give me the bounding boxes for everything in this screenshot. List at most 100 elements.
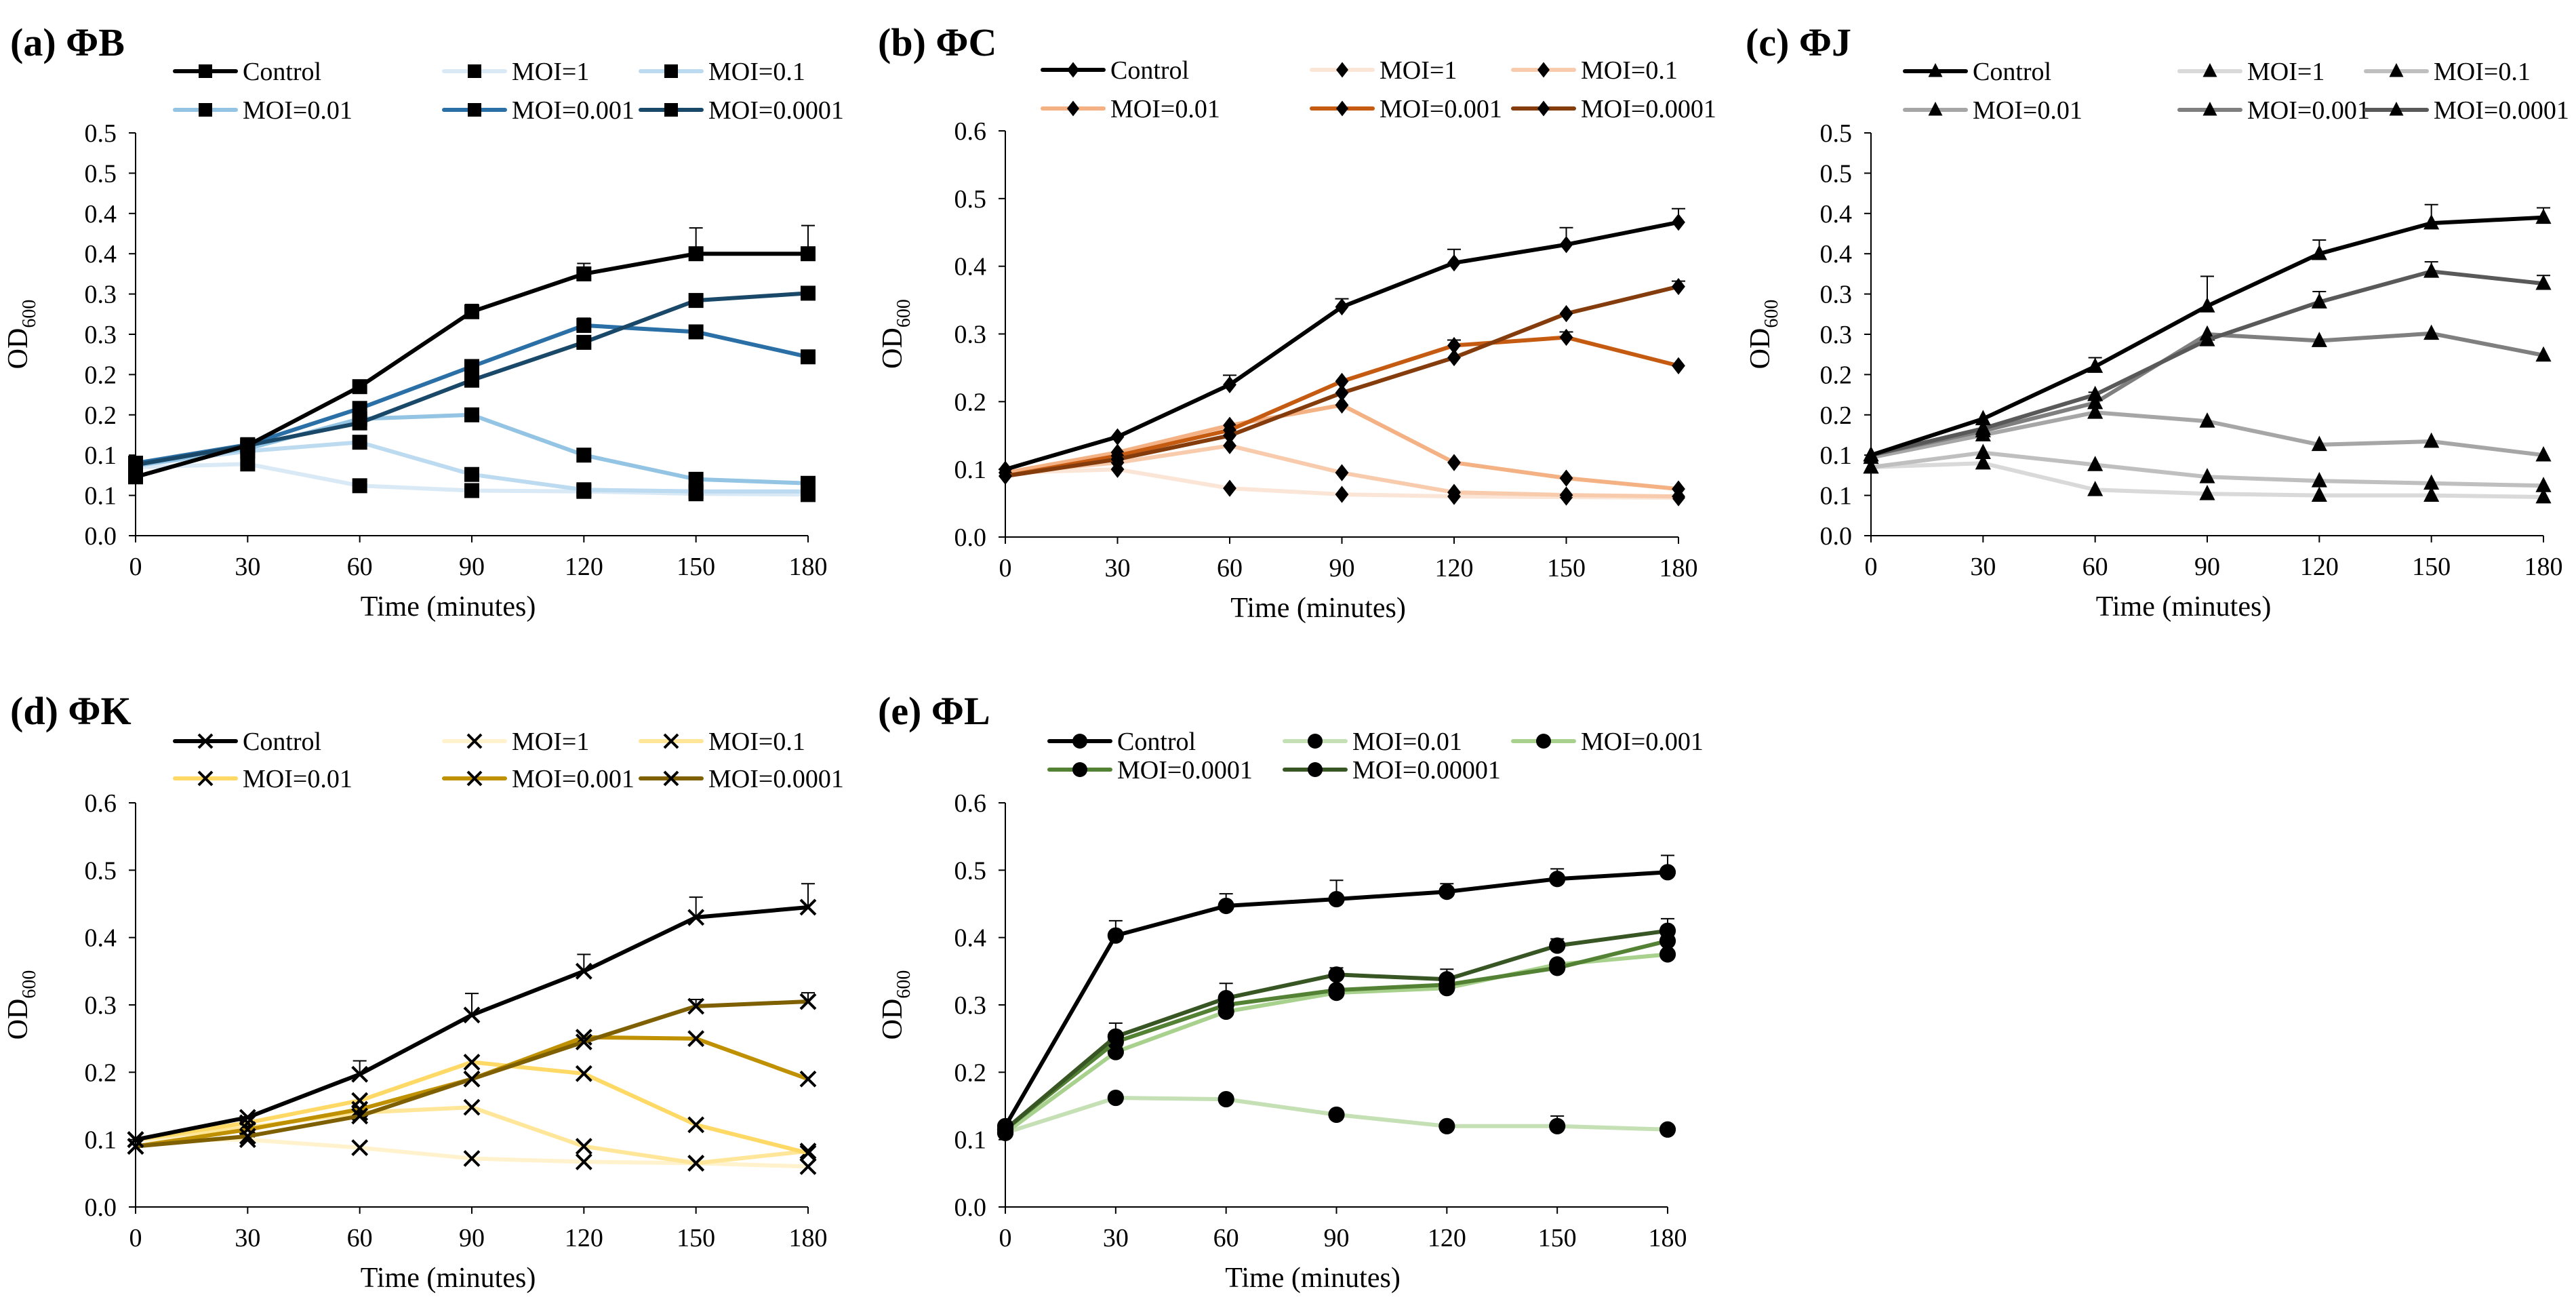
data-point xyxy=(1672,214,1685,231)
y-axis-label-main: OD xyxy=(3,328,34,370)
x-tick-label: 150 xyxy=(2412,553,2451,581)
data-point xyxy=(1559,486,1573,504)
legend-label: MOI=0.0001 xyxy=(2434,96,2569,125)
legend-marker-icon xyxy=(1067,62,1079,78)
x-tick-label: 90 xyxy=(1324,1224,1350,1252)
y-tick-label: 0.3 xyxy=(954,321,987,349)
legend-label: MOI=1 xyxy=(512,58,589,86)
data-point xyxy=(576,482,592,498)
data-point xyxy=(352,379,367,395)
data-point xyxy=(687,1116,705,1134)
legend-label: MOI=0.1 xyxy=(708,728,805,756)
legend-label: Control xyxy=(243,728,321,756)
data-point xyxy=(351,1139,369,1157)
data-point xyxy=(687,997,705,1015)
data-point xyxy=(687,1030,705,1048)
legend-label: Control xyxy=(1117,728,1196,756)
data-point xyxy=(799,1070,817,1088)
x-tick-label: 180 xyxy=(789,1224,828,1252)
data-point xyxy=(1549,937,1566,954)
data-point xyxy=(2535,274,2552,290)
data-point xyxy=(464,372,479,388)
x-tick-label: 60 xyxy=(347,553,373,581)
data-point xyxy=(1559,328,1573,346)
legend-label: MOI=0.001 xyxy=(1380,95,1502,123)
x-tick-label: 120 xyxy=(1428,1224,1466,1252)
y-tick-label: 0.1 xyxy=(85,441,117,470)
y-tick-label: 0.3 xyxy=(85,281,117,309)
panel-title: (d) ΦK xyxy=(10,689,132,733)
legend-label: MOI=0.01 xyxy=(243,765,353,793)
y-tick-label: 0.0 xyxy=(954,523,987,552)
data-point xyxy=(575,1065,592,1082)
legend-label: MOI=0.01 xyxy=(1352,728,1462,756)
series-line-moi-0-001 xyxy=(134,323,810,466)
legend-marker-icon xyxy=(466,733,483,749)
data-point xyxy=(576,334,592,350)
data-point xyxy=(1559,236,1573,254)
legend-marker-icon xyxy=(197,770,214,787)
data-point xyxy=(801,246,816,262)
x-tick-label: 120 xyxy=(2300,553,2339,581)
data-point xyxy=(1107,927,1124,944)
legend-label: Control xyxy=(243,58,321,86)
data-point xyxy=(687,909,705,926)
data-point xyxy=(1335,298,1349,316)
data-point xyxy=(1975,454,1991,470)
y-tick-label: 0.5 xyxy=(1820,119,1853,148)
legend-marker-icon xyxy=(468,103,481,117)
y-tick-label: 0.2 xyxy=(954,1058,987,1087)
x-tick-label: 0 xyxy=(129,553,142,581)
legend-label: Control xyxy=(1110,56,1189,85)
data-point xyxy=(2087,456,2104,471)
data-point xyxy=(801,349,816,365)
data-point xyxy=(2199,412,2215,428)
data-point xyxy=(1559,304,1573,323)
legend-marker-icon xyxy=(664,103,678,117)
data-point xyxy=(463,1006,481,1024)
data-point xyxy=(1217,1090,1234,1108)
data-point xyxy=(2087,403,2104,419)
data-point xyxy=(2087,357,2104,373)
data-point xyxy=(2423,486,2440,502)
data-point xyxy=(1672,277,1685,296)
legend-marker-icon xyxy=(1536,734,1551,749)
legend-marker-icon xyxy=(2202,63,2217,77)
data-point xyxy=(2535,208,2552,224)
data-point xyxy=(799,1157,817,1175)
x-tick-label: 60 xyxy=(2082,553,2108,581)
legend-marker-icon xyxy=(197,733,214,749)
legend-label: MOI=0.1 xyxy=(1581,56,1678,85)
data-point xyxy=(1659,946,1676,963)
legend-label: MOI=0.001 xyxy=(512,96,635,125)
data-point xyxy=(1223,437,1236,454)
x-tick-label: 90 xyxy=(1329,554,1355,582)
y-tick-label: 0.4 xyxy=(1820,200,1853,229)
data-point xyxy=(1672,357,1685,375)
y-axis-label-main: OD xyxy=(877,328,908,369)
data-point xyxy=(801,475,816,491)
x-tick-label: 0 xyxy=(129,1224,142,1252)
data-point xyxy=(2535,446,2552,462)
y-tick-label: 0.3 xyxy=(85,991,117,1020)
data-point xyxy=(1447,254,1461,272)
data-point xyxy=(1438,884,1455,900)
data-point xyxy=(1659,864,1676,881)
x-axis-label: Time (minutes) xyxy=(1225,1263,1401,1294)
y-tick-label: 0.4 xyxy=(954,924,987,953)
x-tick-label: 180 xyxy=(1659,554,1698,582)
y-axis-label: OD600 xyxy=(877,299,914,369)
x-tick-label: 90 xyxy=(459,1224,485,1252)
data-point xyxy=(1447,349,1461,367)
legend-marker-icon xyxy=(663,770,679,787)
x-tick-label: 30 xyxy=(1103,1224,1129,1252)
data-point xyxy=(575,1033,592,1051)
y-tick-label: 0.3 xyxy=(85,321,117,349)
data-point xyxy=(1863,458,1879,474)
data-point xyxy=(128,469,143,485)
data-point xyxy=(2423,262,2440,278)
data-point xyxy=(1863,446,1879,462)
y-tick-label: 0.1 xyxy=(954,456,987,484)
y-tick-label: 0.1 xyxy=(1820,482,1853,511)
y-tick-label: 0.0 xyxy=(85,1193,117,1222)
